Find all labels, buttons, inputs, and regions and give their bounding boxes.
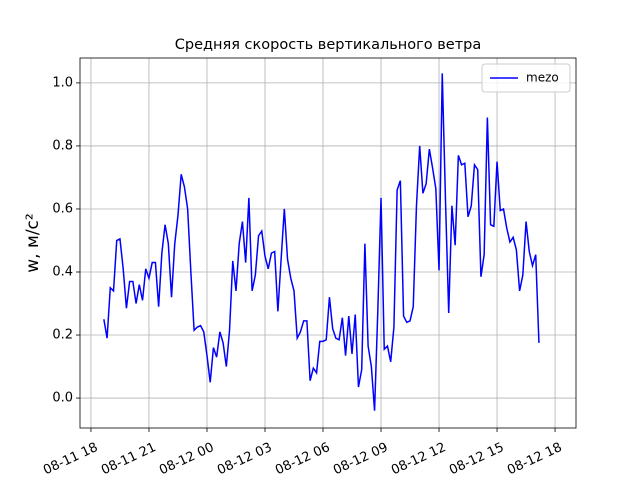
plot-frame bbox=[79, 57, 577, 429]
x-tick-label: 08-11 18 bbox=[41, 440, 100, 478]
x-tick-label: 08-11 21 bbox=[99, 440, 158, 478]
data-line bbox=[103, 73, 540, 411]
y-tick-label: 0.6 bbox=[52, 201, 73, 216]
y-axis-label: w, м/с² bbox=[23, 213, 43, 272]
x-tick-label: 08-12 18 bbox=[505, 440, 564, 478]
y-tick-label: 0.4 bbox=[52, 264, 73, 279]
legend-box bbox=[481, 63, 571, 93]
y-tick-label: 0.2 bbox=[52, 328, 73, 343]
x-tick-label: 08-12 12 bbox=[389, 440, 448, 478]
legend: mezo bbox=[481, 63, 571, 93]
y-tick-label: 1.0 bbox=[52, 75, 73, 90]
chart-title: Средняя скорость вертикального ветра bbox=[175, 37, 482, 53]
y-tick-label: 0.0 bbox=[52, 391, 73, 406]
x-tick-label: 08-12 00 bbox=[157, 440, 216, 478]
legend-label: mezo bbox=[526, 71, 559, 85]
y-tick-label: 0.8 bbox=[52, 138, 73, 153]
x-tick-label: 08-12 15 bbox=[447, 440, 506, 478]
x-tick-label: 08-12 09 bbox=[331, 440, 390, 478]
x-tick-label: 08-12 03 bbox=[215, 440, 274, 478]
x-tick-label: 08-12 06 bbox=[273, 440, 332, 478]
